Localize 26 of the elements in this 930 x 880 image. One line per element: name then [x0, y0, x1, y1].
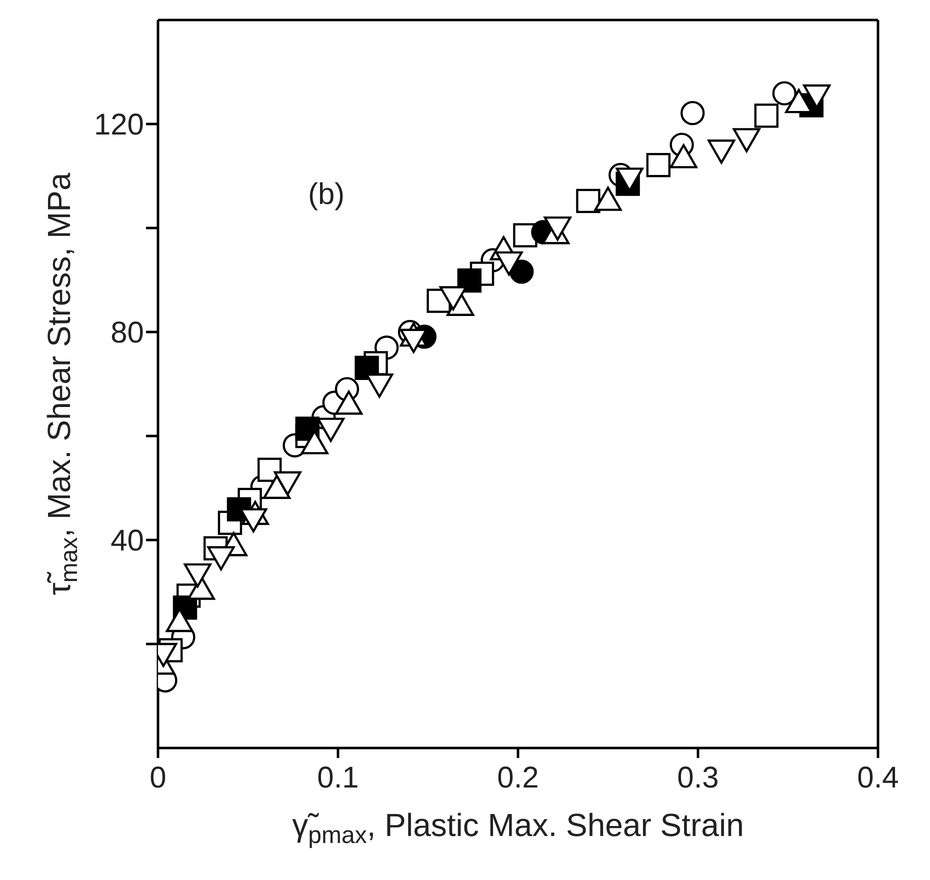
point [732, 128, 760, 152]
y-tick-label: 80 [110, 316, 144, 350]
x-tick-label: 0.1 [317, 761, 359, 794]
y-tick-label: 120 [94, 108, 144, 142]
point [184, 563, 212, 588]
point [335, 390, 363, 415]
point [544, 216, 572, 241]
point [207, 546, 235, 570]
x-tick-label: 0.4 [857, 761, 899, 794]
annotation: (b) [308, 178, 345, 212]
point [576, 188, 600, 214]
point [457, 268, 482, 293]
point [670, 144, 698, 168]
point [708, 140, 736, 164]
point [274, 471, 302, 496]
x-tick-label: 0.2 [497, 761, 539, 794]
point [754, 104, 778, 128]
y-tick-label: 40 [110, 524, 144, 558]
point [680, 100, 705, 126]
point [646, 152, 670, 178]
point [594, 186, 622, 211]
point [772, 81, 796, 106]
x-tick-label: 0 [150, 761, 166, 794]
point [495, 251, 523, 276]
x-tick-label: 0.3 [677, 761, 719, 794]
x-axis-title: γ̃$_{pmax}$, Plastic Max. Shear Strain [292, 807, 744, 850]
